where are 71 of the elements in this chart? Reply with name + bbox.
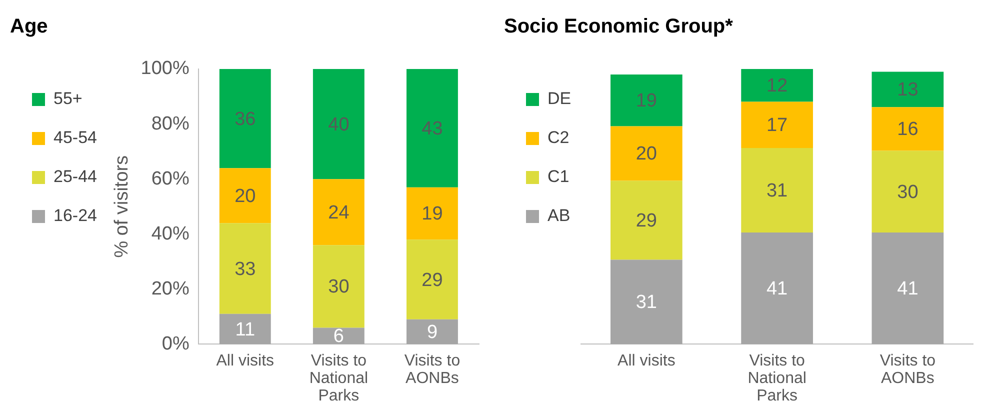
data-label: 36	[234, 108, 256, 130]
data-label: 41	[766, 278, 788, 300]
bar	[610, 260, 682, 344]
y-tick-label: 40%	[151, 223, 190, 244]
legend-label: AB	[548, 206, 570, 226]
x-tick-label: Visits to National Parks	[309, 352, 368, 405]
bar	[872, 72, 944, 108]
y-tick-label: 80%	[151, 113, 190, 134]
text: Age	[10, 16, 48, 38]
bar	[610, 180, 682, 260]
y-tick-label: 0%	[162, 333, 190, 354]
data-label: 30	[897, 182, 918, 203]
data-label: 12	[766, 76, 788, 97]
legend-label: 25-44	[54, 167, 97, 186]
y-tick-label: 60%	[151, 168, 190, 190]
x-tick-label: Visits to AONBs	[404, 352, 460, 388]
legend-label: C2	[548, 128, 570, 148]
y-tick-label: 20%	[151, 278, 190, 300]
bar	[219, 69, 271, 168]
data-label: 43	[422, 118, 443, 140]
data-label: 19	[636, 90, 657, 112]
data-label: 9	[426, 322, 438, 344]
bar	[312, 179, 364, 246]
x-tick-label: Visits to AONBs	[880, 352, 936, 388]
bar	[610, 126, 682, 181]
bar	[610, 74, 682, 126]
data-label: 20	[636, 144, 657, 165]
bar	[741, 69, 813, 102]
y-tick-label: 100%	[140, 58, 190, 80]
data-label: 30	[328, 276, 350, 298]
data-label: 20	[234, 186, 256, 207]
data-label: 11	[235, 319, 256, 340]
legend-label: 16-24	[54, 206, 97, 226]
data-label: 31	[636, 292, 657, 314]
bar	[406, 69, 458, 188]
chart-title: Socio Economic Group*	[504, 16, 734, 38]
bar	[312, 69, 364, 180]
bar	[312, 328, 364, 344]
bar	[741, 232, 813, 344]
legend-label: DE	[548, 89, 572, 108]
data-label: 6	[333, 326, 344, 348]
data-label: 17	[766, 115, 788, 136]
data-label: 41	[897, 278, 918, 300]
data-label: 29	[422, 270, 443, 291]
data-label: 19	[422, 204, 443, 225]
data-label: 31	[766, 180, 788, 202]
data-label: 33	[234, 258, 256, 280]
bar	[406, 319, 458, 344]
data-label: 16	[897, 119, 918, 140]
bar	[219, 168, 271, 224]
data-label: 13	[897, 80, 918, 101]
legend-label: 55+	[54, 89, 82, 108]
data-label: 29	[636, 210, 657, 232]
bar	[406, 240, 458, 320]
data-label: 40	[328, 114, 350, 136]
bar	[872, 107, 944, 151]
bar	[312, 245, 364, 328]
x-tick-label: Visits to National Parks	[748, 352, 806, 405]
bar	[219, 223, 271, 314]
bar	[872, 150, 944, 232]
legend-label: C1	[548, 167, 570, 186]
y-axis-title: % of visitors	[112, 155, 133, 258]
legend-label: 45-54	[54, 128, 97, 148]
bar	[219, 314, 271, 344]
bar	[741, 148, 813, 232]
bar	[741, 102, 813, 148]
data-label: 24	[328, 202, 350, 224]
bar	[406, 187, 458, 240]
bar	[872, 232, 944, 344]
x-tick-label: All visits	[216, 352, 274, 370]
x-tick-label: All visits	[618, 352, 676, 370]
